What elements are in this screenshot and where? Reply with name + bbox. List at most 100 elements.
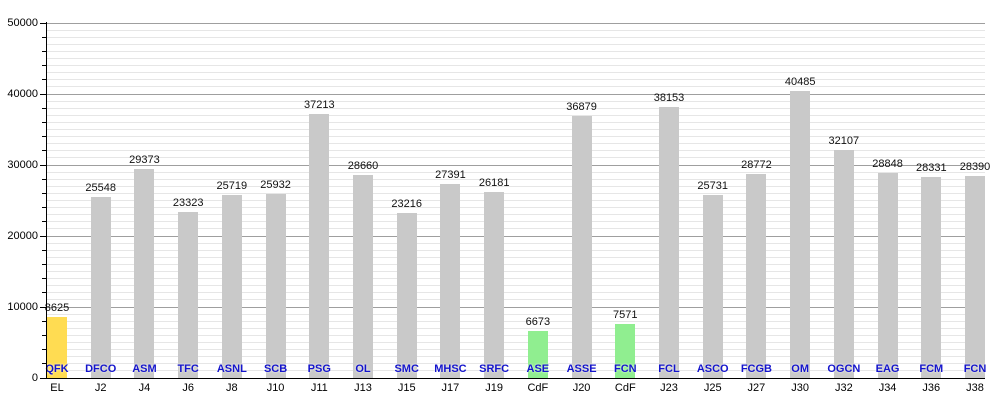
- team-link-psg-6[interactable]: PSG: [307, 363, 331, 375]
- y-minor-tick: [42, 349, 46, 351]
- team-link-dfco-1[interactable]: DFCO: [85, 363, 117, 375]
- x-tick-label-j10-5: J10: [266, 382, 285, 394]
- x-tick-label-j32-18: J32: [834, 382, 853, 394]
- minor-gridline: [47, 185, 985, 187]
- x-tick-label-cdf-13: CdF: [614, 382, 636, 394]
- bar-om-j30: [790, 90, 811, 378]
- x-tick-label-j23-14: J23: [660, 382, 678, 394]
- team-link-ol-7[interactable]: OL: [355, 363, 371, 375]
- team-link-eag-19[interactable]: EAG: [875, 363, 900, 375]
- major-gridline: [47, 22, 985, 24]
- minor-gridline: [47, 349, 985, 351]
- y-minor-tick: [42, 136, 46, 138]
- team-link-fcm-20[interactable]: FCM: [919, 363, 944, 375]
- y-minor-tick: [42, 249, 46, 251]
- major-gridline: [47, 93, 985, 95]
- x-tick-label-j8-4: J8: [226, 382, 238, 394]
- minor-gridline: [47, 72, 985, 74]
- y-minor-tick: [42, 221, 46, 223]
- bar-value-label: 28772: [741, 158, 772, 171]
- bar-scb-j10: [265, 193, 286, 378]
- minor-gridline: [47, 29, 985, 31]
- team-link-srfc-10[interactable]: SRFC: [479, 363, 510, 375]
- y-axis-label-50000: 50000: [7, 17, 38, 29]
- bar-value-label: 6673: [525, 315, 551, 328]
- y-major-tick: [40, 93, 46, 95]
- x-tick-label-j15-8: J15: [397, 382, 416, 394]
- x-tick-label-j4-2: J4: [138, 382, 151, 394]
- bar-asse-j20: [571, 116, 592, 378]
- team-link-om-17[interactable]: OM: [791, 363, 809, 375]
- team-link-ase-11[interactable]: ASE: [526, 363, 550, 375]
- x-tick-label-cdf-11: CdF: [527, 382, 549, 394]
- minor-gridline: [47, 221, 985, 223]
- team-link-fcn-21[interactable]: FCN: [963, 363, 987, 375]
- minor-gridline: [47, 207, 985, 209]
- bar-fcn-cdf: [615, 324, 636, 378]
- y-minor-tick: [42, 150, 46, 152]
- minor-gridline: [47, 228, 985, 230]
- minor-gridline: [47, 143, 985, 145]
- y-axis-line: [45, 22, 47, 379]
- bar-value-label: 23216: [391, 198, 422, 211]
- x-axis-line: [47, 377, 985, 380]
- x-tick-label-j38-21: J38: [966, 382, 984, 394]
- minor-gridline: [47, 79, 985, 81]
- y-minor-tick: [42, 263, 46, 265]
- bar-asm-j4: [134, 169, 155, 378]
- y-minor-tick: [42, 121, 46, 123]
- bar-fcm-j36: [921, 176, 942, 378]
- team-link-fcgb-16[interactable]: FCGB: [740, 363, 772, 375]
- minor-gridline: [47, 214, 985, 216]
- x-tick-label-j30-17: J30: [791, 382, 810, 394]
- bar-value-label: 27391: [435, 168, 466, 181]
- team-link-fcn-13[interactable]: FCN: [613, 363, 637, 375]
- x-tick-label-j27-16: J27: [747, 382, 766, 394]
- minor-gridline: [47, 334, 985, 336]
- minor-gridline: [47, 242, 985, 244]
- bar-value-label: 37213: [303, 98, 335, 111]
- minor-gridline: [47, 249, 985, 251]
- team-link-scb-5[interactable]: SCB: [263, 363, 288, 375]
- bar-srfc-j19: [484, 192, 505, 378]
- y-axis-label-0: 0: [31, 372, 38, 384]
- y-major-tick: [40, 377, 46, 379]
- major-gridline: [47, 306, 985, 308]
- y-axis-label-40000: 40000: [7, 88, 38, 100]
- bar-value-label: 28848: [872, 158, 903, 171]
- minor-gridline: [47, 171, 985, 173]
- team-link-asm-2[interactable]: ASM: [132, 363, 157, 375]
- minor-gridline: [47, 50, 985, 52]
- minor-gridline: [47, 136, 985, 138]
- x-tick-label-j36-20: J36: [922, 382, 941, 394]
- team-link-fcl-14[interactable]: FCL: [658, 363, 680, 375]
- y-minor-tick: [42, 36, 46, 38]
- team-link-asse-12[interactable]: ASSE: [566, 363, 597, 375]
- team-link-ogcn-18[interactable]: OGCN: [827, 363, 861, 375]
- y-minor-tick: [42, 292, 46, 294]
- y-axis-label-30000: 30000: [7, 159, 38, 171]
- team-link-qfk-0[interactable]: QFK: [45, 363, 69, 375]
- minor-gridline: [47, 100, 985, 102]
- team-link-asnl-4[interactable]: ASNL: [216, 363, 247, 375]
- x-tick-label-el-0: EL: [50, 382, 64, 394]
- x-tick-label-j20-12: J20: [572, 382, 591, 394]
- bar-value-label: 36879: [566, 101, 597, 114]
- team-link-asco-15[interactable]: ASCO: [696, 363, 729, 375]
- y-minor-tick: [42, 50, 46, 52]
- y-minor-tick: [42, 178, 46, 180]
- minor-gridline: [47, 256, 985, 258]
- y-minor-tick: [42, 363, 46, 365]
- team-link-mhsc-9[interactable]: MHSC: [434, 363, 467, 375]
- minor-gridline: [47, 200, 985, 201]
- bar-value-label: 25719: [216, 180, 248, 193]
- x-tick-label-j25-15: J25: [703, 382, 722, 394]
- y-minor-tick: [42, 65, 46, 67]
- minor-gridline: [47, 299, 985, 301]
- minor-gridline: [47, 36, 985, 38]
- team-link-tfc-3[interactable]: TFC: [177, 363, 199, 375]
- minor-gridline: [47, 157, 985, 159]
- y-minor-tick: [42, 79, 46, 81]
- bar-psg-j11: [309, 113, 330, 378]
- team-link-smc-8[interactable]: SMC: [394, 363, 419, 375]
